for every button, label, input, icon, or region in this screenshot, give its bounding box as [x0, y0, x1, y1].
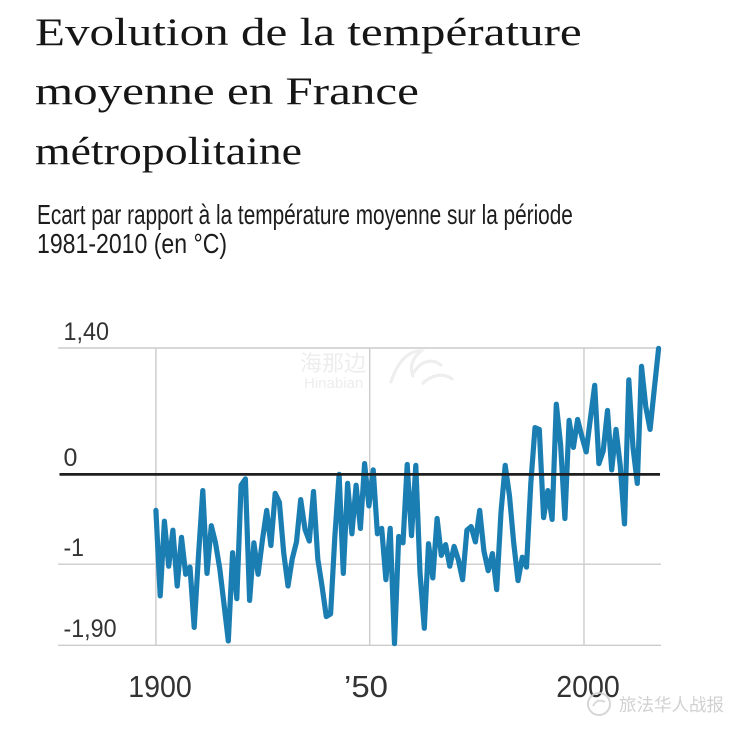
svg-text:’50: ’50 [344, 669, 388, 704]
svg-text:海那边: 海那边 [300, 351, 366, 376]
svg-text:-1,90: -1,90 [64, 615, 117, 643]
svg-text:1,40: 1,40 [64, 318, 110, 346]
svg-text:0: 0 [64, 444, 78, 472]
svg-text:1900: 1900 [128, 669, 192, 704]
svg-text:Hinabian: Hinabian [304, 375, 363, 392]
svg-text:旅法华人战报: 旅法华人战报 [619, 695, 724, 715]
svg-text:2000: 2000 [556, 669, 620, 704]
svg-text:-1: -1 [64, 534, 85, 562]
